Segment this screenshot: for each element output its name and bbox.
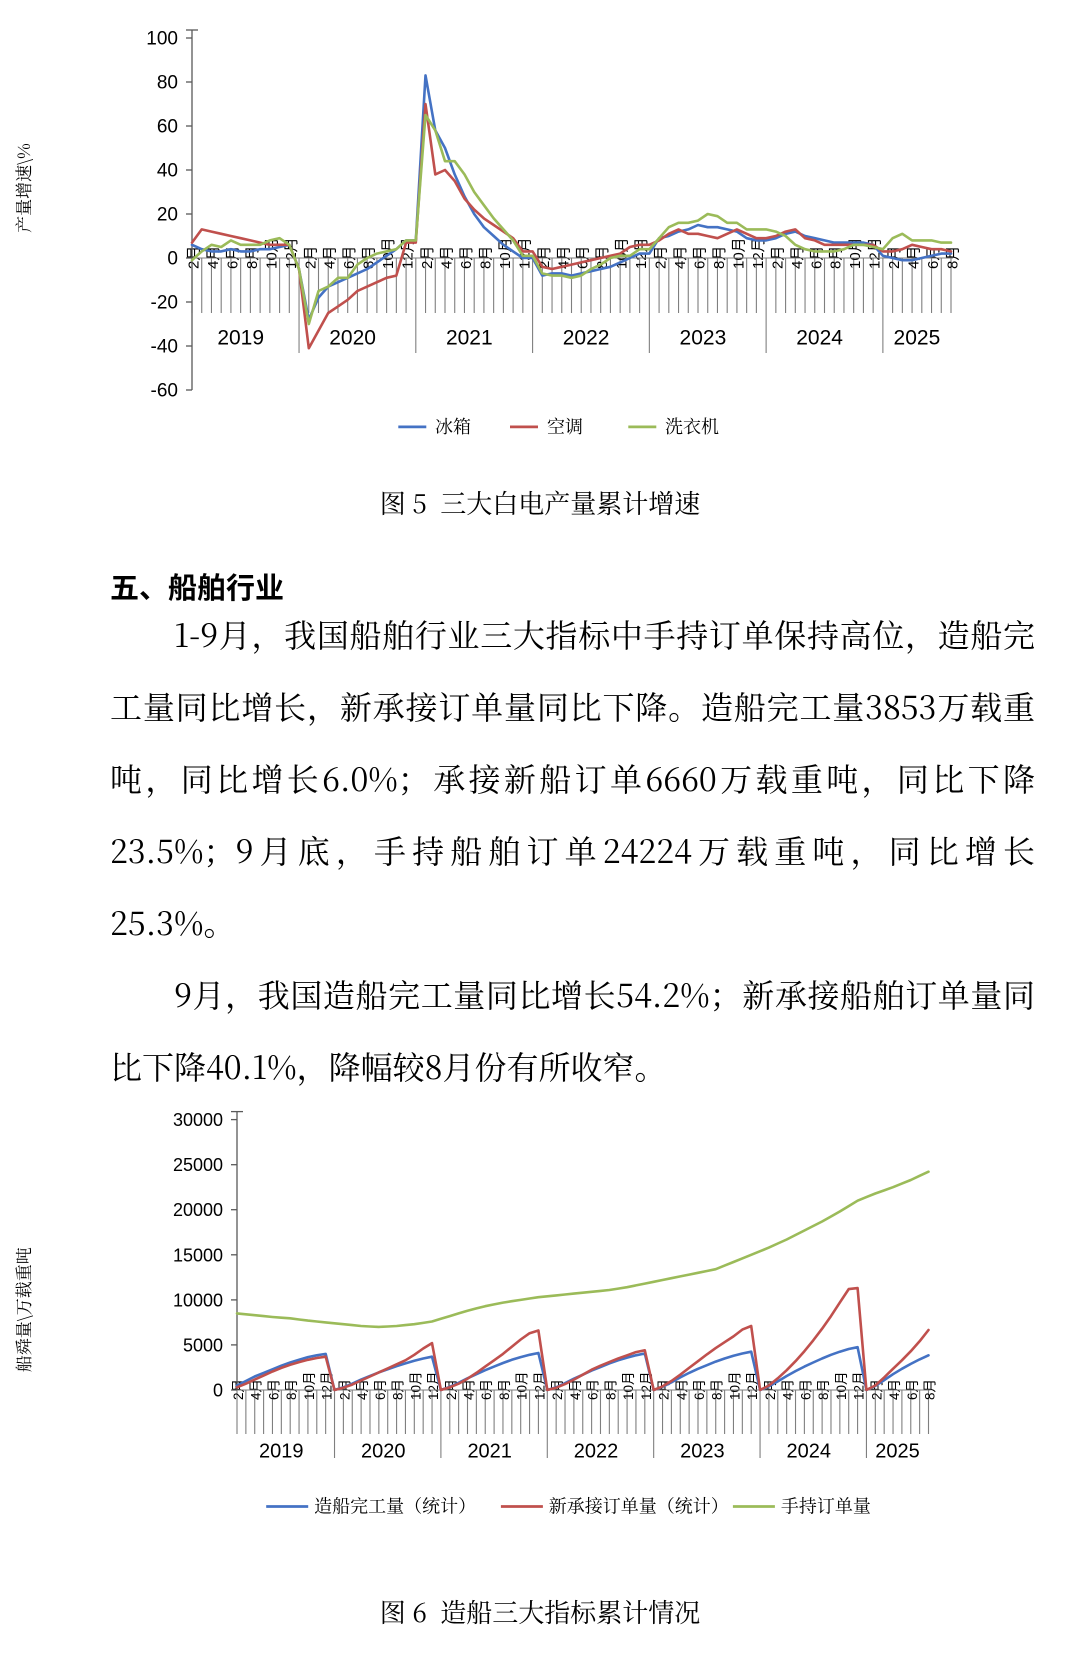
svg-text:洗衣机: 洗衣机 <box>665 413 719 439</box>
svg-text:造船完工量（统计）: 造船完工量（统计） <box>314 1493 476 1519</box>
svg-text:20: 20 <box>157 205 178 226</box>
svg-text:4月: 4月 <box>205 246 222 269</box>
svg-text:80: 80 <box>157 73 178 94</box>
svg-text:2020: 2020 <box>361 1441 406 1463</box>
svg-text:空调: 空调 <box>547 413 583 439</box>
svg-text:2月: 2月 <box>653 246 670 269</box>
svg-text:5000: 5000 <box>183 1335 223 1355</box>
svg-text:10月: 10月 <box>515 1371 530 1400</box>
svg-text:15000: 15000 <box>173 1245 223 1265</box>
svg-text:2022: 2022 <box>574 1441 619 1463</box>
svg-text:2024: 2024 <box>796 326 843 349</box>
svg-text:8月: 8月 <box>477 246 494 269</box>
svg-text:4月: 4月 <box>322 246 339 269</box>
svg-text:12月: 12月 <box>750 237 767 269</box>
svg-text:2020: 2020 <box>329 326 376 349</box>
svg-text:手持订单量: 手持订单量 <box>781 1493 871 1519</box>
svg-text:10000: 10000 <box>173 1290 223 1310</box>
svg-text:2月: 2月 <box>769 246 786 269</box>
svg-text:冰箱: 冰箱 <box>435 413 471 439</box>
svg-text:0: 0 <box>213 1381 223 1401</box>
svg-text:-40: -40 <box>151 337 178 358</box>
svg-text:2月: 2月 <box>419 246 436 269</box>
svg-text:2月: 2月 <box>302 246 319 269</box>
svg-text:10月: 10月 <box>621 1371 636 1400</box>
svg-text:60: 60 <box>157 117 178 138</box>
svg-text:产量增速\%: 产量增速\% <box>10 143 35 233</box>
svg-text:10月: 10月 <box>302 1371 317 1400</box>
svg-text:0: 0 <box>167 249 178 270</box>
svg-text:船舜量\万载重吨: 船舜量\万载重吨 <box>10 1247 35 1372</box>
svg-text:2025: 2025 <box>894 326 941 349</box>
svg-text:40: 40 <box>157 161 178 182</box>
svg-text:4月: 4月 <box>672 246 689 269</box>
svg-text:6月: 6月 <box>808 246 825 269</box>
svg-text:2021: 2021 <box>446 326 493 349</box>
svg-text:-60: -60 <box>151 381 178 402</box>
svg-text:8月: 8月 <box>711 246 728 269</box>
svg-text:2021: 2021 <box>467 1441 512 1463</box>
svg-text:6月: 6月 <box>575 246 592 269</box>
svg-text:100: 100 <box>146 29 178 50</box>
svg-text:10月: 10月 <box>834 1371 849 1400</box>
svg-text:6月: 6月 <box>692 246 709 269</box>
svg-text:6月: 6月 <box>458 246 475 269</box>
svg-text:10月: 10月 <box>408 1371 423 1400</box>
svg-text:2019: 2019 <box>259 1441 304 1463</box>
svg-text:8月: 8月 <box>945 246 962 269</box>
svg-text:2019: 2019 <box>217 326 264 349</box>
svg-text:12月: 12月 <box>516 237 533 269</box>
svg-text:2025: 2025 <box>875 1441 920 1463</box>
svg-text:2023: 2023 <box>680 326 727 349</box>
svg-text:4月: 4月 <box>439 246 456 269</box>
svg-text:2024: 2024 <box>787 1441 832 1463</box>
svg-text:新承接订单量（统计）: 新承接订单量（统计） <box>549 1493 729 1519</box>
svg-text:2022: 2022 <box>563 326 610 349</box>
svg-text:2023: 2023 <box>680 1441 725 1463</box>
svg-text:10月: 10月 <box>728 1371 743 1400</box>
svg-text:10月: 10月 <box>730 237 747 269</box>
svg-text:25000: 25000 <box>173 1155 223 1175</box>
svg-text:30000: 30000 <box>173 1110 223 1130</box>
svg-text:20000: 20000 <box>173 1200 223 1220</box>
svg-text:-20: -20 <box>151 293 178 314</box>
